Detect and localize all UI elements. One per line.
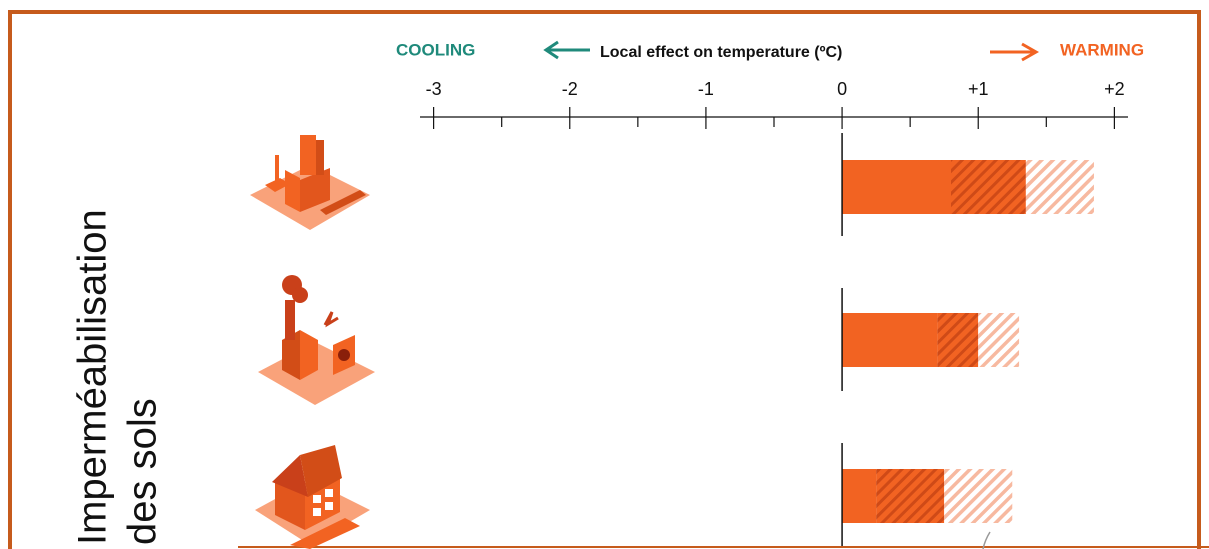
x-tick-label: +2	[1104, 79, 1125, 99]
x-tick-label: 0	[837, 79, 847, 99]
x-tick-label: -2	[562, 79, 578, 99]
bar-segment	[842, 160, 951, 214]
bar-segment	[937, 313, 978, 367]
bar-segment	[978, 313, 1019, 367]
chart-title: Local effect on temperature (ºC)	[600, 44, 842, 61]
bar-segment	[842, 469, 876, 523]
city-icon	[250, 135, 370, 230]
warming-label: WARMING	[1060, 40, 1144, 59]
cooling-label: COOLING	[396, 40, 475, 59]
cooling-arrow	[546, 42, 590, 58]
warming-arrow	[990, 44, 1036, 60]
house-icon	[255, 445, 370, 549]
bar-segment	[944, 469, 1012, 523]
bar-segment	[1026, 160, 1094, 214]
x-tick-label: -3	[426, 79, 442, 99]
frame	[10, 12, 1199, 549]
bar-segment	[876, 469, 944, 523]
chart: COOLING Local effect on temperature (ºC)…	[0, 0, 1209, 549]
bar-segment	[842, 313, 937, 367]
x-tick-label: +1	[968, 79, 989, 99]
side-label: des sols	[121, 398, 165, 545]
factory-icon	[258, 275, 375, 405]
side-label: Imperméabilisation	[71, 209, 115, 545]
bar-segment	[951, 160, 1026, 214]
x-tick-label: -1	[698, 79, 714, 99]
